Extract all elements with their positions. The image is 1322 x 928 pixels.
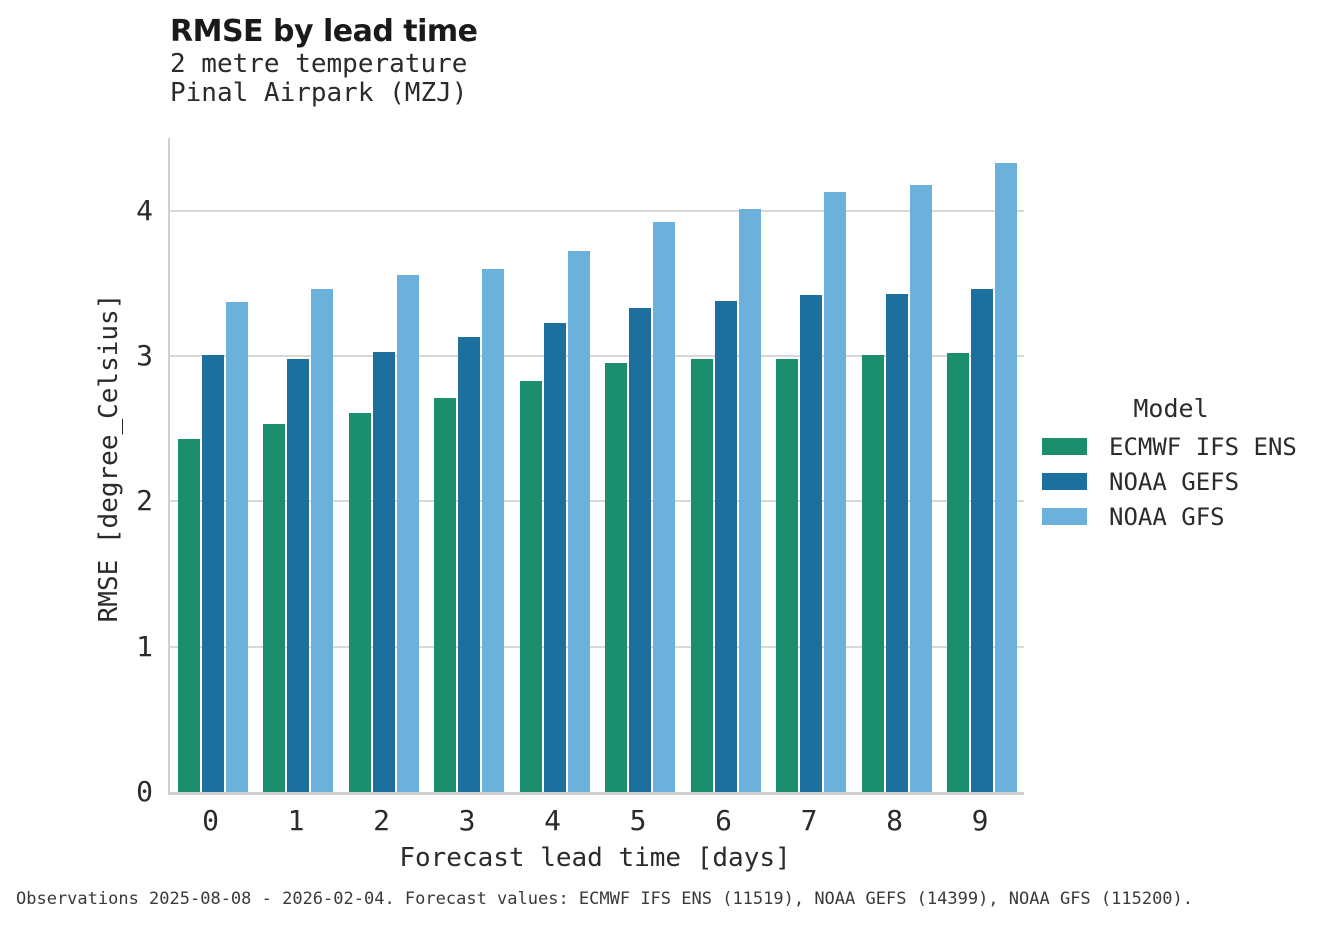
x-tick-label-7: 7 [800,804,818,837]
legend-item-noaa-gefs: NOAA GEFS [1042,464,1239,499]
bar-group-lead-9 [947,138,1017,792]
bar-noaa-gefs-lead-7 [800,294,822,792]
x-tick-label-0: 0 [202,804,219,837]
bar-ecmwf-ifs-ens-lead-3 [434,398,456,792]
legend-label: NOAA GFS [1109,502,1225,531]
chart-title: RMSE by lead time [170,14,478,49]
bar-noaa-gfs-lead-0 [225,302,248,792]
bar-noaa-gefs-lead-2 [372,351,395,792]
bar-noaa-gfs-lead-7 [824,191,846,792]
gridline-y-1 [170,645,1024,648]
x-tick-label-5: 5 [629,804,647,837]
bar-ecmwf-ifs-ens-lead-7 [776,358,798,792]
bar-ecmwf-ifs-ens-lead-4 [519,380,542,792]
legend-item-ecmwf-ifs-ens: ECMWF IFS ENS [1042,429,1297,464]
bar-group-lead-7 [776,138,846,792]
x-axis-label: Forecast lead time [days] [399,843,791,873]
bar-group-lead-2 [348,138,419,792]
bar-ecmwf-ifs-ens-lead-8 [861,354,884,792]
bar-group-lead-0 [177,138,248,792]
bar-ecmwf-ifs-ens-lead-0 [177,438,200,792]
bar-noaa-gefs-lead-6 [714,300,737,792]
bar-noaa-gefs-lead-0 [201,354,224,792]
y-tick-label-3: 3 [136,339,153,372]
bar-ecmwf-ifs-ens-lead-1 [263,424,285,792]
bar-noaa-gefs-lead-4 [543,322,566,792]
legend-label: ECMWF IFS ENS [1109,432,1297,461]
y-tick-label-0: 0 [136,775,153,808]
bar-noaa-gefs-lead-1 [287,358,309,792]
x-tick-label-1: 1 [287,804,305,837]
legend-label: NOAA GEFS [1109,467,1240,496]
bar-ecmwf-ifs-ens-lead-5 [605,363,627,792]
bar-noaa-gefs-lead-9 [971,289,993,792]
legend-title: Model [1133,394,1209,423]
footer-note: Observations 2025-08-08 - 2026-02-04. Fo… [16,889,1194,909]
bar-noaa-gfs-lead-1 [311,289,333,792]
bar-group-lead-6 [690,138,761,792]
bar-group-lead-8 [861,138,932,792]
x-tick-label-4: 4 [544,804,561,837]
x-tick-label-2: 2 [373,804,390,837]
bar-noaa-gfs-lead-9 [995,162,1017,792]
chart-subtitle-variable: 2 metre temperature [170,49,468,79]
gridline-y-4 [170,209,1024,212]
x-tick-label-6: 6 [715,804,732,837]
bar-ecmwf-ifs-ens-lead-2 [348,412,371,792]
y-tick-label-4: 4 [136,193,153,227]
bar-group-lead-3 [434,138,504,792]
x-tick-label-9: 9 [971,804,989,837]
bar-noaa-gfs-lead-5 [653,222,675,792]
bar-noaa-gfs-lead-2 [396,274,419,792]
x-tick-label-8: 8 [886,804,903,837]
x-tick-label-3: 3 [458,804,476,837]
plot-area [168,138,1024,795]
bar-noaa-gfs-lead-4 [567,251,590,792]
legend-swatch-noaa-gefs [1042,473,1087,490]
y-tick-label-2: 2 [136,484,153,518]
bar-group-lead-4 [519,138,590,792]
legend-swatch-noaa-gfs [1042,508,1087,525]
bar-group-lead-5 [605,138,675,792]
chart-subtitle-station: Pinal Airpark (MZJ) [170,78,468,108]
gridline-y-2 [170,500,1024,503]
bar-noaa-gefs-lead-5 [629,308,651,792]
legend-item-noaa-gfs: NOAA GFS [1042,499,1225,534]
y-tick-label-1: 1 [136,629,153,663]
bar-noaa-gfs-lead-3 [482,268,504,792]
gridline-y-3 [170,355,1024,357]
bar-noaa-gefs-lead-8 [885,293,908,792]
bar-ecmwf-ifs-ens-lead-9 [947,353,969,792]
bar-ecmwf-ifs-ens-lead-6 [690,358,713,792]
bar-noaa-gefs-lead-3 [458,337,480,792]
legend-swatch-ecmwf-ifs-ens [1042,438,1087,455]
bar-noaa-gfs-lead-6 [738,209,761,792]
bar-group-lead-1 [263,138,333,792]
bar-noaa-gfs-lead-8 [909,184,932,792]
